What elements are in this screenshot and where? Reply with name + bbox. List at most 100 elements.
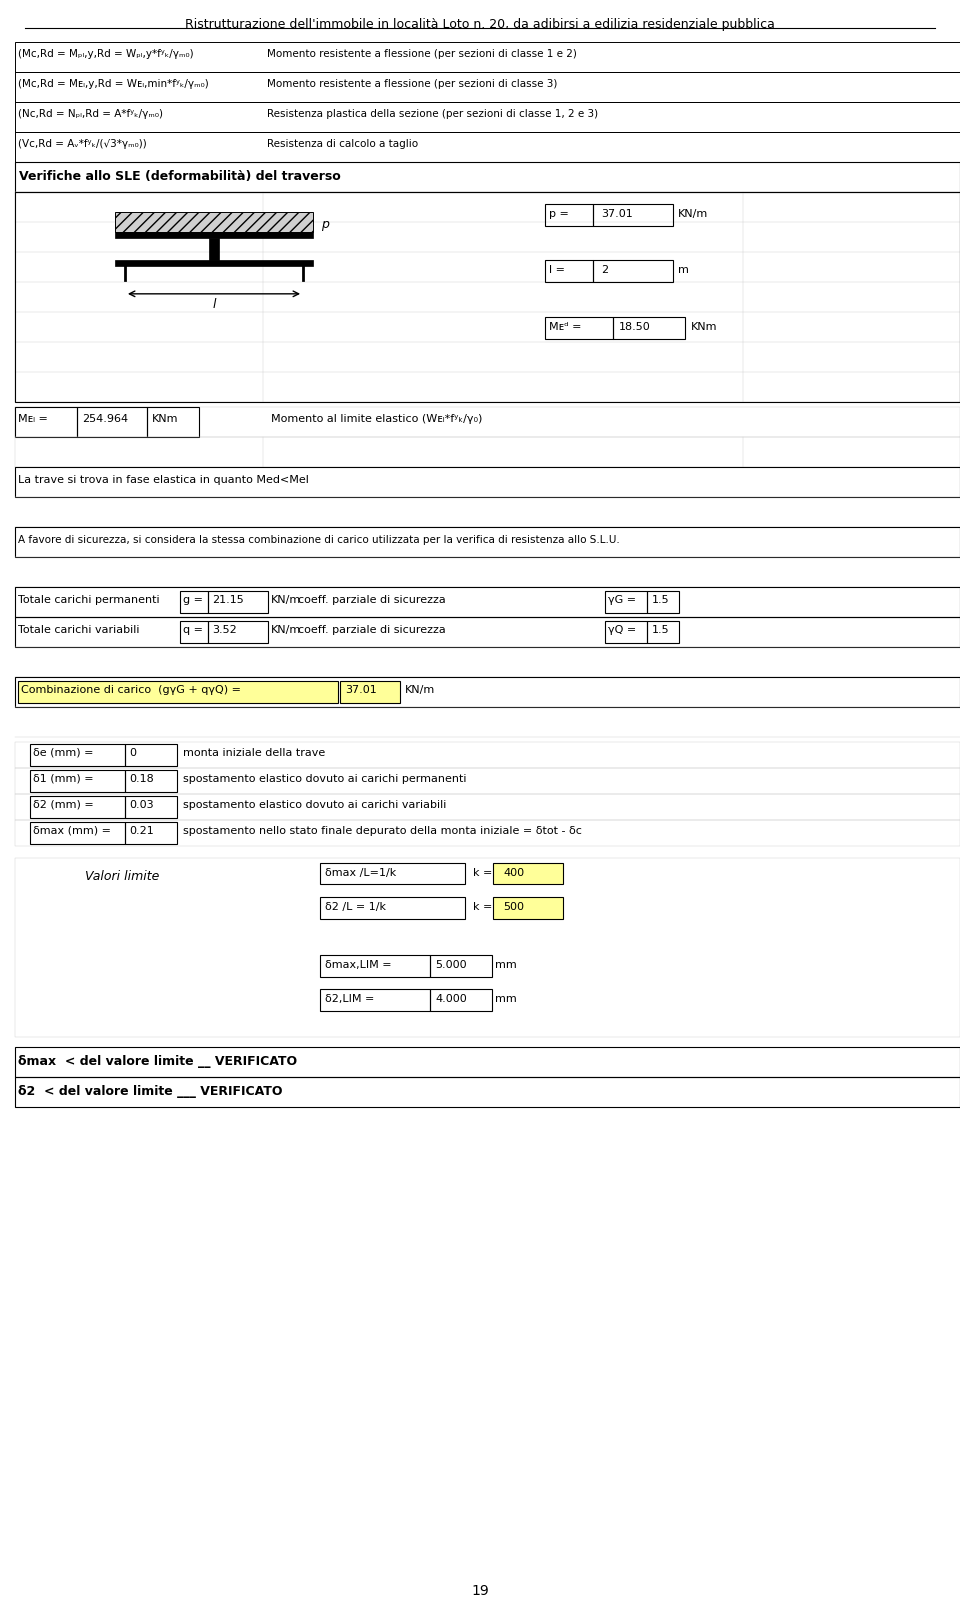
Bar (15, 162, 960, 192)
Bar (180, 620, 208, 642)
Text: l: l (212, 298, 216, 311)
Bar (180, 591, 208, 612)
Text: mm: mm (495, 995, 516, 1004)
Bar (647, 620, 679, 642)
Text: 0.03: 0.03 (129, 799, 154, 809)
Text: γQ =: γQ = (608, 625, 636, 634)
Text: (Mᴄ,Rd = Mᴇₗ,y,Rd = Wᴇₗ,min*fʸₖ/γₘ₀): (Mᴄ,Rd = Mᴇₗ,y,Rd = Wᴇₗ,min*fʸₖ/γₘ₀) (18, 78, 208, 90)
Text: mm: mm (495, 961, 516, 971)
Text: 3.52: 3.52 (212, 625, 237, 634)
Bar (320, 990, 430, 1011)
Text: p =: p = (549, 208, 569, 219)
Text: Ristrutturazione dell'immobile in località Loto n. 20, da adibirsi a edilizia re: Ristrutturazione dell'immobile in locali… (185, 18, 775, 30)
Bar (15, 407, 77, 437)
Text: δmax  < del valore limite __ VERIFICATO: δmax < del valore limite __ VERIFICATO (18, 1056, 298, 1069)
Bar (15, 820, 960, 846)
Text: k =: k = (473, 902, 492, 913)
Text: La trave si trova in fase elastica in quanto Med<Mel: La trave si trova in fase elastica in qu… (18, 474, 309, 485)
Text: l =: l = (549, 264, 565, 276)
Bar (15, 131, 960, 162)
Bar (15, 1078, 960, 1107)
Text: KN/m: KN/m (678, 208, 708, 219)
Bar (115, 260, 313, 266)
Bar (147, 407, 199, 437)
Text: 37.01: 37.01 (345, 684, 376, 695)
Text: m: m (678, 264, 689, 276)
Bar (125, 796, 177, 817)
Bar (15, 1048, 960, 1078)
Bar (15, 192, 960, 402)
Bar (115, 232, 313, 237)
Text: KNm: KNm (691, 322, 717, 332)
Text: δmax /L=1/k: δmax /L=1/k (325, 868, 396, 878)
Text: δ2 /L = 1/k: δ2 /L = 1/k (325, 902, 386, 913)
Bar (15, 407, 960, 437)
Text: Momento al limite elastico (Wᴇₗ*fʸₖ/γ₀): Momento al limite elastico (Wᴇₗ*fʸₖ/γ₀) (271, 413, 482, 425)
Bar (593, 260, 673, 282)
Text: 0: 0 (129, 748, 136, 758)
Bar (545, 260, 593, 282)
Text: δmax,LIM =: δmax,LIM = (325, 961, 392, 971)
Bar (493, 897, 563, 920)
Text: δ2 (mm) =: δ2 (mm) = (33, 799, 94, 809)
Text: Valori limite: Valori limite (85, 870, 159, 883)
Text: δe (mm) =: δe (mm) = (33, 748, 93, 758)
Bar (613, 317, 685, 338)
Text: Totale carichi permanenti: Totale carichi permanenti (18, 594, 159, 604)
Text: Momento resistente a flessione (per sezioni di classe 3): Momento resistente a flessione (per sezi… (267, 78, 558, 90)
Text: 400: 400 (503, 868, 524, 878)
Text: (Nᴄ,Rd = Nₚₗ,Rd = A*fʸₖ/γₘ₀): (Nᴄ,Rd = Nₚₗ,Rd = A*fʸₖ/γₘ₀) (18, 109, 163, 119)
Text: monta iniziale della trave: monta iniziale della trave (183, 748, 325, 758)
Text: δ2  < del valore limite ___ VERIFICATO: δ2 < del valore limite ___ VERIFICATO (18, 1086, 282, 1099)
Bar (605, 591, 647, 612)
Bar (18, 681, 338, 703)
Text: 0.21: 0.21 (129, 825, 154, 836)
Bar (320, 862, 465, 884)
Bar (125, 743, 177, 766)
Text: spostamento nello stato finale depurato della monta iniziale = δtot - δc: spostamento nello stato finale depurato … (183, 825, 582, 836)
Text: 21.15: 21.15 (212, 594, 244, 604)
Text: Mᴇₗ =: Mᴇₗ = (18, 413, 48, 425)
Text: coeff. parziale di sicurezza: coeff. parziale di sicurezza (298, 594, 445, 604)
Text: 2: 2 (601, 264, 608, 276)
Bar (320, 897, 465, 920)
Text: coeff. parziale di sicurezza: coeff. parziale di sicurezza (298, 625, 445, 634)
Text: 5.000: 5.000 (435, 961, 467, 971)
Bar (15, 767, 960, 793)
Text: KN/m: KN/m (271, 625, 301, 634)
Bar (15, 793, 960, 820)
Text: Resistenza di calcolo a taglio: Resistenza di calcolo a taglio (267, 139, 419, 149)
Bar (15, 103, 960, 131)
Bar (15, 857, 960, 1038)
Bar (15, 676, 960, 706)
Bar (320, 955, 430, 977)
Text: 1.5: 1.5 (652, 625, 670, 634)
Text: Resistenza plastica della sezione (per sezioni di classe 1, 2 e 3): Resistenza plastica della sezione (per s… (267, 109, 598, 119)
Bar (430, 990, 492, 1011)
Text: δ2,LIM =: δ2,LIM = (325, 995, 374, 1004)
Bar (493, 862, 563, 884)
Bar (208, 620, 268, 642)
Bar (209, 237, 219, 260)
Bar (125, 769, 177, 791)
Bar (15, 617, 960, 647)
Bar (15, 586, 960, 617)
Text: 254.964: 254.964 (82, 413, 128, 425)
Bar (125, 822, 177, 844)
Bar (30, 769, 125, 791)
Text: (Mᴄ,Rd = Mₚₗ,y,Rd = Wₚₗ,y*fʸₖ/γₘ₀): (Mᴄ,Rd = Mₚₗ,y,Rd = Wₚₗ,y*fʸₖ/γₘ₀) (18, 50, 194, 59)
Text: Combinazione di carico  (gγG + qγQ) =: Combinazione di carico (gγG + qγQ) = (21, 684, 241, 695)
Text: γG =: γG = (608, 594, 636, 604)
Text: p: p (321, 218, 329, 231)
Text: Mᴇᵈ =: Mᴇᵈ = (549, 322, 582, 332)
Text: q =: q = (183, 625, 203, 634)
Bar (15, 42, 960, 72)
Text: k =: k = (473, 868, 492, 878)
Text: 4.000: 4.000 (435, 995, 467, 1004)
Text: Momento resistente a flessione (per sezioni di classe 1 e 2): Momento resistente a flessione (per sezi… (267, 50, 577, 59)
Text: g =: g = (183, 594, 203, 604)
Bar (430, 955, 492, 977)
Text: 37.01: 37.01 (601, 208, 633, 219)
Bar (30, 743, 125, 766)
Text: spostamento elastico dovuto ai carichi variabili: spostamento elastico dovuto ai carichi v… (183, 799, 446, 809)
